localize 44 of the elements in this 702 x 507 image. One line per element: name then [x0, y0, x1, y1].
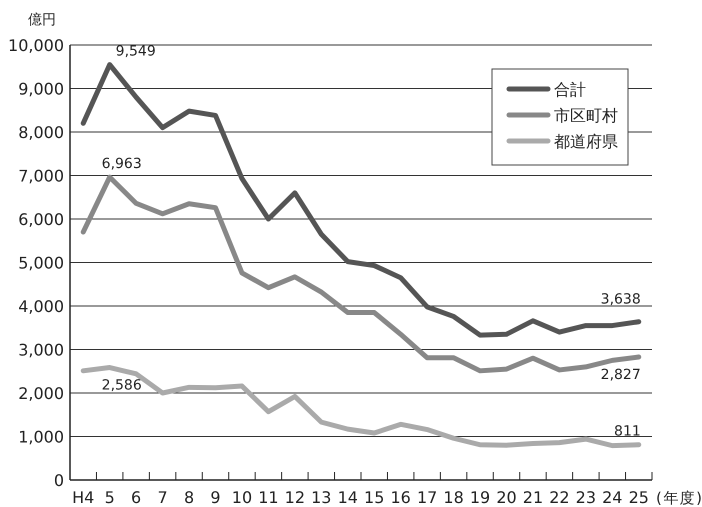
x-tick-label: 21 — [522, 488, 544, 507]
y-tick-label: 10,000 — [8, 36, 64, 55]
x-tick-label: 12 — [284, 488, 306, 507]
x-tick-label: H4 — [72, 488, 94, 507]
x-tick-label: 5 — [104, 488, 115, 507]
x-tick-label: 10 — [232, 488, 252, 507]
x-tick-label: 13 — [311, 488, 332, 507]
y-tick-label: 9,000 — [18, 80, 64, 98]
x-tick-label: 11 — [258, 488, 279, 507]
x-tick-label: 8 — [184, 488, 194, 507]
x-tick-label: 6 — [131, 488, 142, 507]
y-tick-label: 8,000 — [18, 123, 64, 142]
x-tick-label: 20 — [496, 488, 517, 507]
x-tick-label: 7 — [157, 488, 168, 507]
y-tick-label: 5,000 — [18, 254, 64, 272]
legend-label: 都道府県 — [554, 132, 618, 151]
y-tick-label: 0 — [54, 471, 64, 490]
x-tick-label: 22 — [549, 488, 570, 507]
x-tick-label: 15 — [364, 488, 384, 507]
data-label: 2,586 — [102, 378, 142, 394]
legend-label: 合計 — [554, 80, 586, 99]
x-tick-label: 24 — [602, 488, 622, 507]
y-tick-label: 3,000 — [18, 340, 64, 360]
x-axis-title: (年度) — [656, 489, 702, 507]
legend-label: 市区町村 — [554, 106, 618, 125]
x-tick-label: 23 — [576, 488, 596, 507]
y-tick-label: 2,000 — [18, 384, 64, 403]
x-tick-label: 14 — [338, 488, 358, 507]
y-tick-label: 6,000 — [18, 210, 64, 229]
data-label: 3,638 — [600, 292, 641, 308]
x-tick-label: 16 — [390, 488, 411, 507]
data-label: 2,827 — [600, 367, 641, 384]
x-tick-label: 17 — [416, 488, 438, 507]
x-tick-label: 9 — [210, 488, 221, 507]
data-label: 6,963 — [102, 156, 142, 172]
x-tick-label: 18 — [443, 488, 464, 507]
x-tick-label: 19 — [470, 488, 490, 507]
y-tick-label: 4,000 — [18, 297, 64, 316]
data-label: 9,549 — [116, 44, 156, 60]
y-tick-label: 7,000 — [18, 166, 64, 186]
y-tick-label: 1,000 — [18, 428, 64, 446]
y-axis-title: 億円 — [28, 12, 56, 28]
x-tick-label: 25 — [628, 488, 649, 507]
data-label: 811 — [614, 424, 641, 440]
